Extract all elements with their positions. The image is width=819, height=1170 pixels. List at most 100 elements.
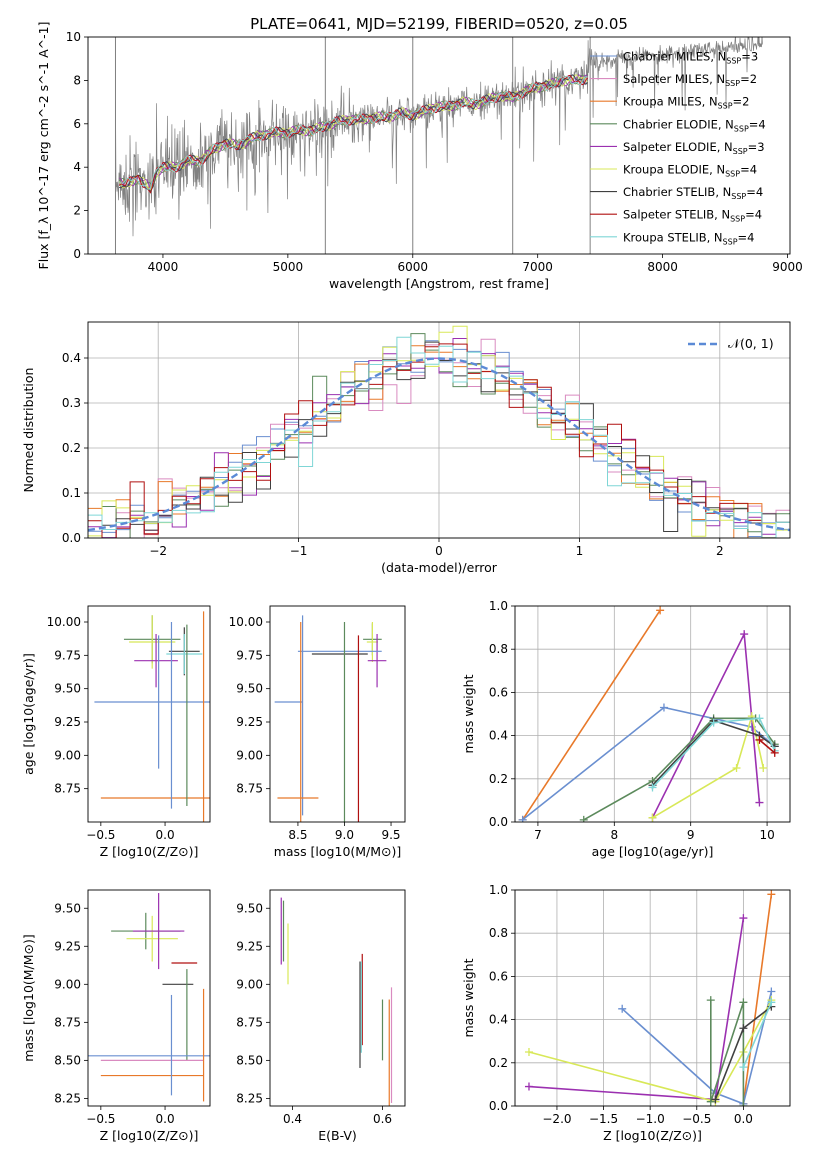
legend-entry: Chabrier STELIB, NSSP=4	[623, 185, 763, 201]
y-tick-label: 8.75	[236, 782, 263, 796]
axes-frame	[87, 36, 791, 255]
observed-spectrum	[115, 37, 763, 237]
plot-area	[524, 890, 776, 1106]
y-axis-label: age [log10(age/yr)]	[21, 653, 36, 775]
plus-marker	[739, 998, 748, 1007]
x-axis-label: Z [log10(Z/Z⊙)]	[100, 844, 199, 859]
plus-marker	[739, 914, 748, 923]
x-tick-label: 8000	[647, 260, 678, 274]
y-tick-label: 8	[73, 73, 81, 87]
x-tick-label: 9.0	[335, 828, 354, 842]
axes-frame	[514, 605, 791, 823]
plot-area	[280, 897, 393, 1106]
x-tick-label: −0.5	[86, 1112, 115, 1126]
y-tick-label: 6	[73, 117, 81, 131]
y-tick-label: 1.0	[489, 599, 508, 613]
data-point	[166, 634, 203, 674]
legend-entry: Salpeter ELODIE, NSSP=3	[623, 140, 765, 156]
data-point	[134, 634, 178, 688]
plus-marker	[524, 1048, 533, 1056]
x-axis-label: wavelength [Angstrom, rest frame]	[329, 276, 549, 291]
panel-massweight_vs_age: 7 8 9 10 0.0 0.2 0.4 0.6 0.8 1.0 age [log10(age/yr…	[461, 599, 791, 859]
legend-entry: 𝒩(0, 1)	[728, 336, 774, 351]
model-spectrum	[118, 74, 588, 186]
mass-weight-series	[521, 609, 661, 821]
axes-frame	[87, 605, 211, 823]
plus-marker	[739, 1024, 748, 1033]
axes-frame	[87, 889, 211, 1107]
y-tick-label: 9.50	[236, 682, 263, 696]
x-axis-label: (data-model)/error	[381, 560, 498, 575]
plot-area	[518, 606, 779, 822]
x-tick-label: 0.0	[156, 828, 175, 842]
y-tick-label: 9.75	[236, 648, 263, 662]
plus-marker	[755, 735, 764, 744]
y-tick-label: 4	[73, 160, 81, 174]
y-axis-label: Normed distribution	[21, 368, 36, 493]
mass-weight-series	[651, 717, 776, 788]
y-tick-label: 9.25	[236, 939, 263, 953]
plus-marker	[648, 813, 657, 822]
model-spectrum	[118, 75, 588, 190]
x-tick-label: 10	[759, 828, 774, 842]
panel-mass_vs_Z: −0.5 0.0 8.25 8.50 8.75 9.00 9.25 9.50 Z [log10(…	[21, 889, 211, 1143]
y-tick-label: 9.25	[54, 939, 81, 953]
y-tick-label: 0.4	[62, 351, 81, 365]
panel-mass_vs_EBV: 0.4 0.6 8.25 8.50 8.75 9.00 9.25 9.50 E(B-V)	[236, 889, 406, 1143]
plus-marker	[739, 1102, 748, 1106]
y-tick-label: 0.8	[489, 926, 508, 940]
y-tick-label: 10	[66, 30, 81, 44]
x-tick-label: 5000	[273, 260, 304, 274]
y-tick-label: 8.25	[54, 1091, 81, 1105]
x-tick-label: 0.6	[373, 1112, 392, 1126]
y-tick-label: 9.00	[236, 748, 263, 762]
x-axis-label: mass [log10(M/M⊙)]	[274, 844, 402, 859]
y-tick-label: 0.3	[62, 396, 81, 410]
x-axis-label: Z [log10(Z/Z⊙)]	[100, 1128, 199, 1143]
plus-marker	[659, 703, 668, 712]
plus-marker	[739, 1063, 748, 1072]
legend-entry: Kroupa STELIB, NSSP=4	[623, 230, 754, 246]
y-tick-label: 0.0	[489, 815, 508, 829]
x-tick-label: 1	[576, 544, 584, 558]
x-tick-label: 9000	[772, 260, 803, 274]
plus-marker	[618, 1004, 627, 1013]
y-tick-label: 10.00	[47, 615, 81, 629]
y-tick-label: 0.2	[489, 1056, 508, 1070]
x-tick-label: −1.0	[636, 1112, 665, 1126]
x-axis-label: Z [log10(Z/Z⊙)]	[603, 1128, 702, 1143]
x-tick-label: 7	[534, 828, 542, 842]
axes-frame	[269, 889, 406, 1107]
axes-frame	[87, 321, 791, 539]
y-axis-label: mass [log10(M/M⊙)]	[21, 934, 36, 1062]
y-tick-label: 8.75	[54, 782, 81, 796]
plus-marker	[770, 748, 779, 757]
legend-entry: Kroupa ELODIE, NSSP=4	[623, 163, 757, 179]
model-spectrum	[118, 74, 588, 194]
legend-entry: Kroupa MILES, NSSP=2	[623, 95, 749, 111]
x-tick-label: 0	[435, 544, 443, 558]
panel-residuals: −2 −1 0 1 2 0.0 0.1 0.2 0.3 0.4 (data-model)/error…	[21, 321, 791, 575]
plus-marker	[579, 815, 588, 822]
y-tick-label: 8.25	[236, 1091, 263, 1105]
y-tick-label: 10.00	[229, 615, 263, 629]
plus-marker	[709, 718, 718, 727]
y-tick-label: 8.50	[236, 1053, 263, 1067]
y-tick-label: 0.0	[62, 531, 81, 545]
legend-entry: Chabrier ELODIE, NSSP=4	[623, 117, 766, 133]
figure-title: PLATE=0641, MJD=52199, FIBERID=0520, z=0…	[250, 15, 628, 33]
spectrum-legend: Chabrier MILES, NSSP=3 Salpeter MILES, NS…	[590, 50, 766, 246]
y-tick-label: 0.0	[489, 1099, 508, 1113]
y-tick-label: 9.25	[236, 715, 263, 729]
mass-weight-series	[652, 713, 765, 819]
x-tick-label: 8.5	[288, 828, 307, 842]
x-tick-label: −1	[290, 544, 308, 558]
y-tick-label: 9.50	[54, 682, 81, 696]
mass-weight-series	[742, 1001, 773, 1068]
panel-age_vs_Z: −0.5 0.0 8.75 9.00 9.25 9.50 9.75 10.00 Z [log10…	[21, 605, 211, 859]
x-tick-label: 4000	[148, 260, 179, 274]
y-tick-label: 9.50	[236, 901, 263, 915]
mass-weight-series	[710, 1000, 745, 1106]
x-tick-label: 0.0	[156, 1112, 175, 1126]
axes-frame	[514, 889, 791, 1107]
